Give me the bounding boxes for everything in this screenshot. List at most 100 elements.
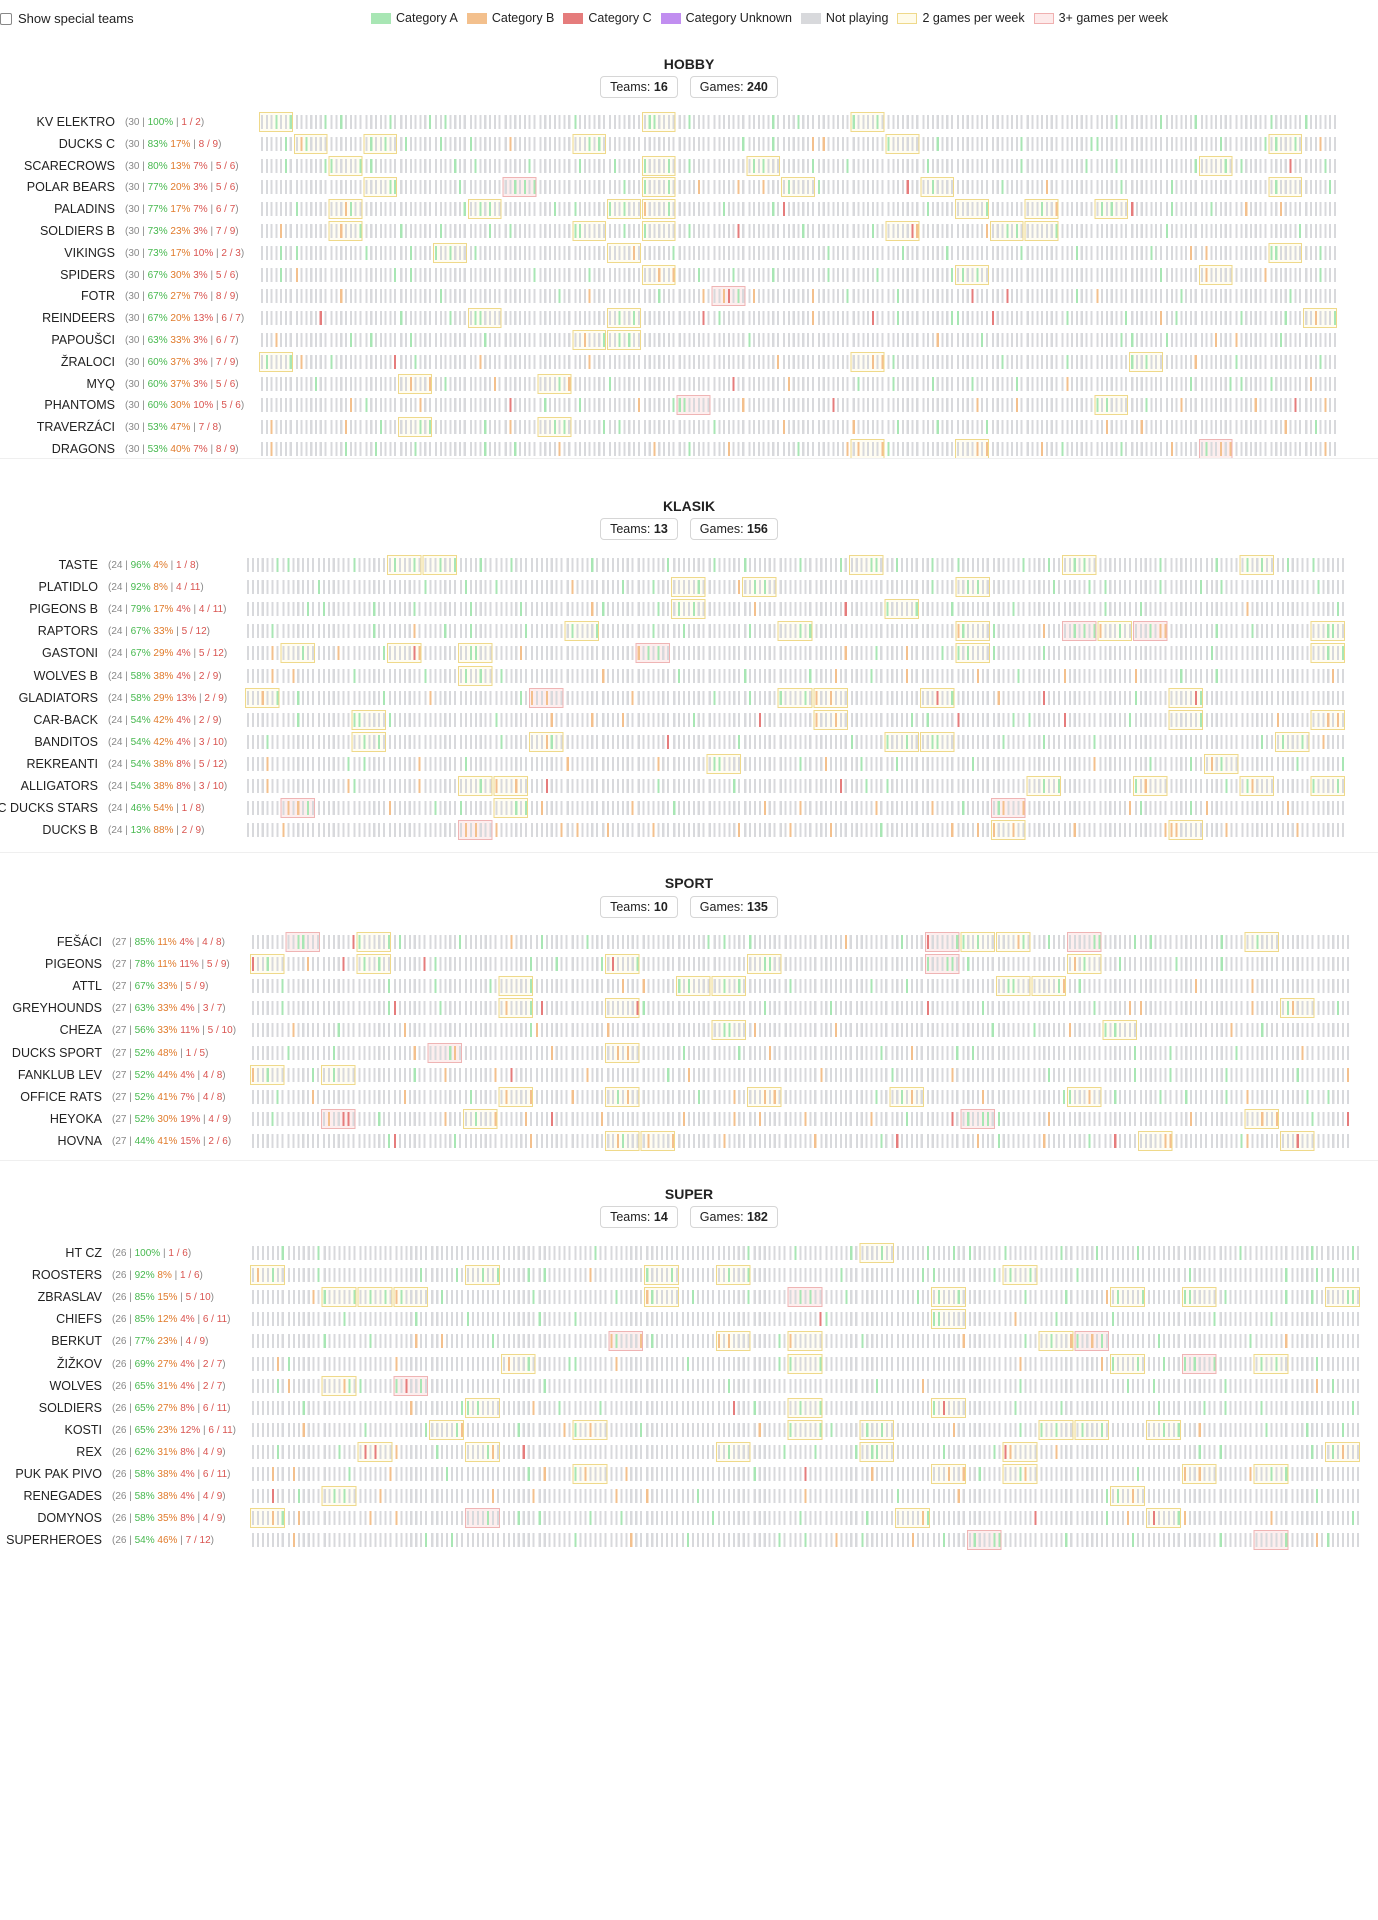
team-name[interactable]: WOLVES B	[33, 669, 98, 683]
day-cell-not-playing	[265, 420, 268, 434]
day-cell-not-playing	[1041, 180, 1044, 194]
stat-a: 53%	[147, 444, 168, 455]
day-cell-not-playing	[623, 137, 626, 151]
day-cell-not-playing	[1101, 420, 1104, 434]
day-cell-not-playing	[1337, 624, 1340, 638]
day-cell-not-playing	[931, 202, 934, 216]
team-name[interactable]: ŽRALOCI	[60, 355, 115, 369]
day-cell-not-playing	[1180, 224, 1183, 238]
team-name[interactable]: PLATIDLO	[38, 580, 98, 594]
day-cell-not-playing	[662, 558, 665, 572]
team-name[interactable]: SPIDERS	[60, 268, 115, 282]
team-name[interactable]: PAPOUŠCI	[51, 333, 115, 347]
day-cell-not-playing	[891, 646, 894, 660]
day-cell-not-playing	[1028, 646, 1031, 660]
team-name[interactable]: PHANTOMS	[44, 398, 115, 412]
team-name[interactable]: RAPTORS	[37, 624, 98, 638]
day-cell-not-playing	[261, 333, 264, 347]
team-name[interactable]: TASTE	[58, 558, 98, 572]
day-cell-not-playing	[1145, 115, 1148, 129]
team-name[interactable]: POLAR BEARS	[26, 180, 115, 194]
day-cell-not-playing	[1150, 268, 1153, 282]
day-cell-not-playing	[1270, 159, 1273, 173]
day-cell-not-playing	[1291, 580, 1294, 594]
day-cell-not-playing	[961, 398, 965, 412]
day-cell-not-playing	[531, 602, 534, 616]
day-cell-not-playing	[1189, 180, 1192, 194]
day-cell-not-playing	[365, 224, 368, 238]
show-special-teams-toggle[interactable]: Show special teams	[0, 11, 134, 26]
stat-c: 3%	[193, 357, 208, 368]
day-cell-not-playing	[906, 377, 909, 391]
day-cell-not-playing	[867, 398, 870, 412]
day-cell-not-playing	[1110, 115, 1113, 129]
day-cell-not-playing	[936, 558, 939, 572]
day-cell-not-playing	[667, 580, 670, 594]
team-name[interactable]: PALADINS	[54, 202, 115, 216]
legend-label: 2 games per week	[922, 11, 1025, 25]
day-cell-not-playing	[1299, 246, 1302, 260]
day-cell-not-playing	[1270, 442, 1273, 456]
day-cell-category-a	[439, 558, 442, 572]
day-cell-not-playing	[405, 289, 408, 303]
day-cell-not-playing	[602, 115, 606, 129]
team-name[interactable]: PIGEONS B	[29, 602, 98, 616]
team-name[interactable]: KV ELEKTRO	[36, 115, 116, 129]
day-cell-not-playing	[647, 624, 650, 638]
stat-separator: |	[170, 560, 177, 571]
day-cell-not-playing	[583, 398, 586, 412]
day-cell-not-playing	[1180, 624, 1183, 638]
day-cell-not-playing	[697, 398, 700, 412]
day-cell-not-playing	[922, 202, 925, 216]
day-cell-not-playing	[857, 159, 860, 173]
day-cell-not-playing	[424, 268, 427, 282]
day-cell-not-playing	[435, 398, 438, 412]
day-cell-category-a	[957, 558, 960, 572]
day-cell-not-playing	[852, 246, 855, 260]
team-name[interactable]: FOTR	[80, 289, 115, 303]
day-cell-category-a	[941, 646, 944, 660]
day-cell-not-playing	[1155, 355, 1158, 369]
stat-total: 30	[128, 204, 140, 215]
day-cell-not-playing	[1264, 246, 1267, 260]
day-cell-not-playing	[1131, 442, 1134, 456]
day-cell-category-a	[871, 224, 874, 238]
day-cell-not-playing	[408, 602, 411, 616]
day-cell-not-playing	[1190, 624, 1193, 638]
day-cell-not-playing	[832, 311, 835, 325]
day-cell-not-playing	[419, 333, 422, 347]
day-cell-not-playing	[474, 137, 477, 151]
team-name[interactable]: TRAVERZÁCI	[36, 420, 115, 434]
team-name[interactable]: DRAGONS	[51, 442, 115, 456]
day-cell-category-a	[1150, 246, 1153, 260]
day-cell-not-playing	[897, 202, 900, 216]
day-cell-not-playing	[1180, 442, 1183, 456]
day-cell-not-playing	[787, 159, 790, 173]
day-cell-not-playing	[718, 377, 721, 391]
day-cell-not-playing	[523, 420, 526, 434]
day-cell-not-playing	[1131, 246, 1134, 260]
team-name[interactable]: GASTONI	[41, 646, 98, 660]
day-cell-not-playing	[1052, 624, 1055, 638]
stat-separator: |	[207, 379, 216, 390]
day-cell-not-playing	[678, 646, 681, 660]
day-cell-not-playing	[1036, 311, 1039, 325]
day-cell-category-b	[280, 224, 283, 238]
day-cell-not-playing	[1249, 115, 1253, 129]
team-name[interactable]: SCARECROWS	[24, 159, 115, 173]
checkbox-icon[interactable]	[0, 12, 12, 25]
day-cell-not-playing	[1319, 398, 1322, 412]
team-name[interactable]: SOLDIERS B	[39, 224, 115, 238]
day-cell-not-playing	[767, 311, 770, 325]
day-cell-not-playing	[405, 246, 408, 260]
day-cell-category-a	[936, 420, 939, 434]
day-cell-not-playing	[1061, 311, 1064, 325]
team-name[interactable]: DUCKS C	[58, 137, 115, 151]
day-cell-not-playing	[727, 137, 730, 151]
day-cell-not-playing	[1261, 624, 1264, 638]
team-name[interactable]: VIKINGS	[64, 246, 115, 260]
day-cell-not-playing	[1001, 398, 1004, 412]
team-name[interactable]: MYQ	[86, 377, 115, 391]
team-name[interactable]: REINDEERS	[42, 311, 115, 325]
day-cell-not-playing	[991, 268, 995, 282]
